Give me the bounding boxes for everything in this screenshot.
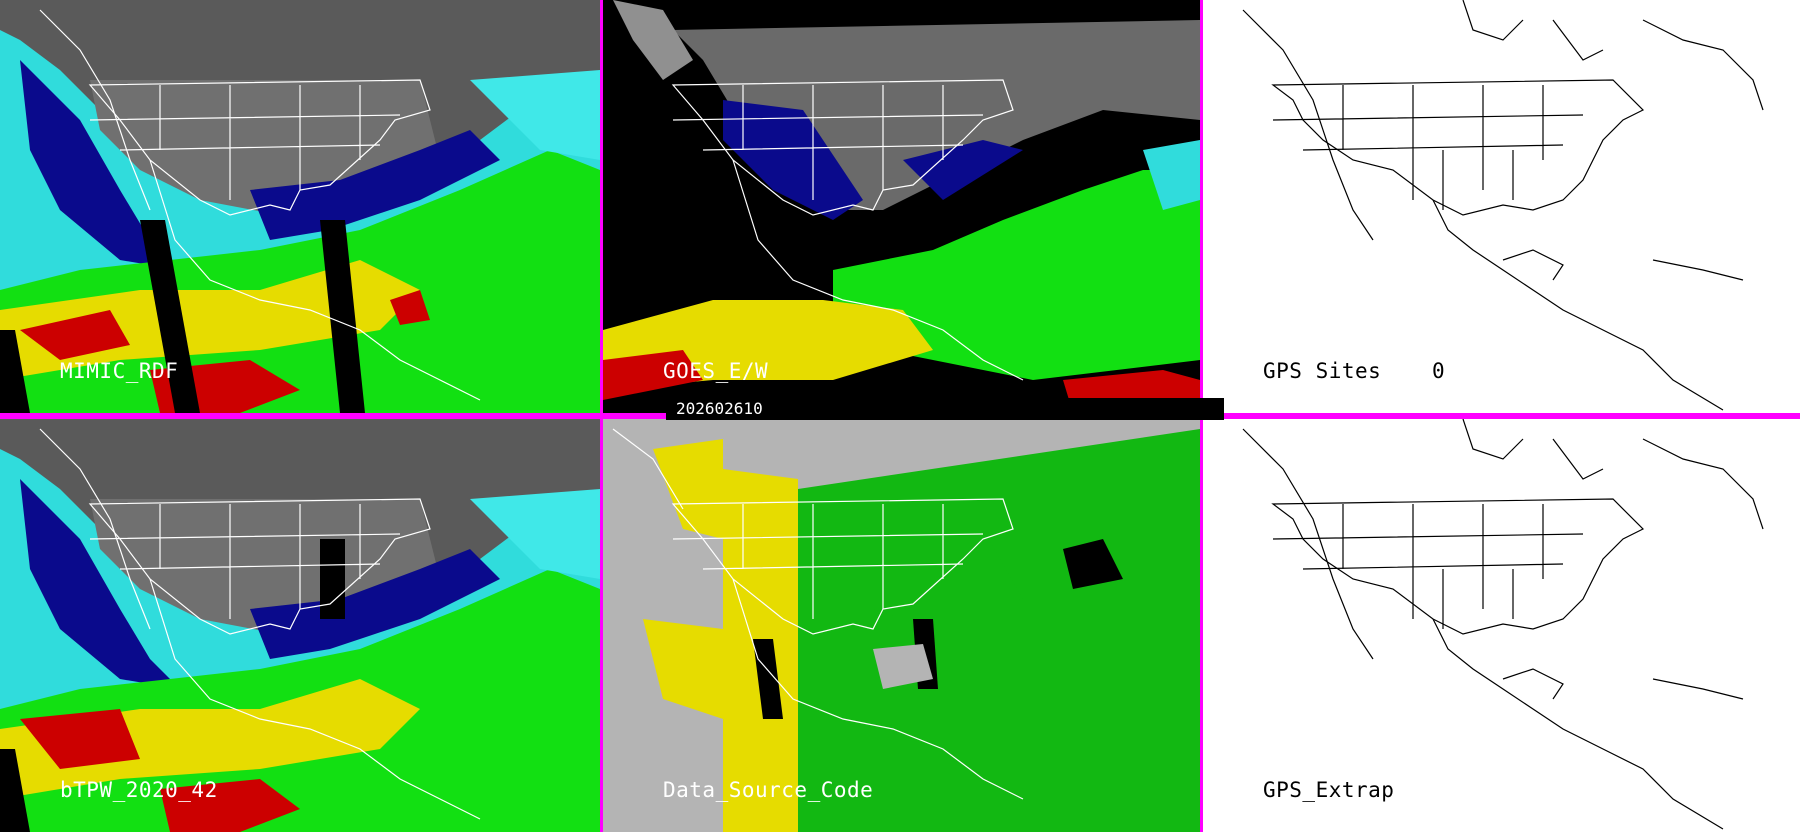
tpw-map-image	[0, 419, 600, 832]
gps-sites-count: 0	[1432, 359, 1445, 383]
panel-btpw: bTPW_2020_42	[0, 419, 600, 832]
tpw-map-image	[0, 0, 600, 413]
panel-label: GPS_Extrap	[1263, 778, 1395, 802]
panel-label: Data_Source_Code	[663, 778, 874, 802]
timestamp-bar: 202602610	[666, 398, 1224, 420]
goes-map-image	[603, 0, 1200, 413]
timestamp-label: 202602610	[676, 399, 763, 418]
panel-label: GPS Sites	[1263, 359, 1382, 383]
panel-mimic-rdf: MIMIC_RDF	[0, 0, 600, 413]
panel-label: GOES_E/W	[663, 359, 769, 383]
panel-label: bTPW_2020_42	[60, 778, 218, 802]
source-map-image	[603, 419, 1200, 832]
panel-data-source: Data_Source_Code	[603, 419, 1200, 832]
outline-map-image	[1203, 419, 1800, 832]
panel-goes-ew: GOES_E/W	[603, 0, 1200, 413]
panel-gps-extrap: GPS_Extrap	[1203, 419, 1800, 832]
panel-gps-sites: GPS Sites 0	[1203, 0, 1800, 413]
panel-label: MIMIC_RDF	[60, 359, 179, 383]
outline-map-image	[1203, 0, 1800, 413]
